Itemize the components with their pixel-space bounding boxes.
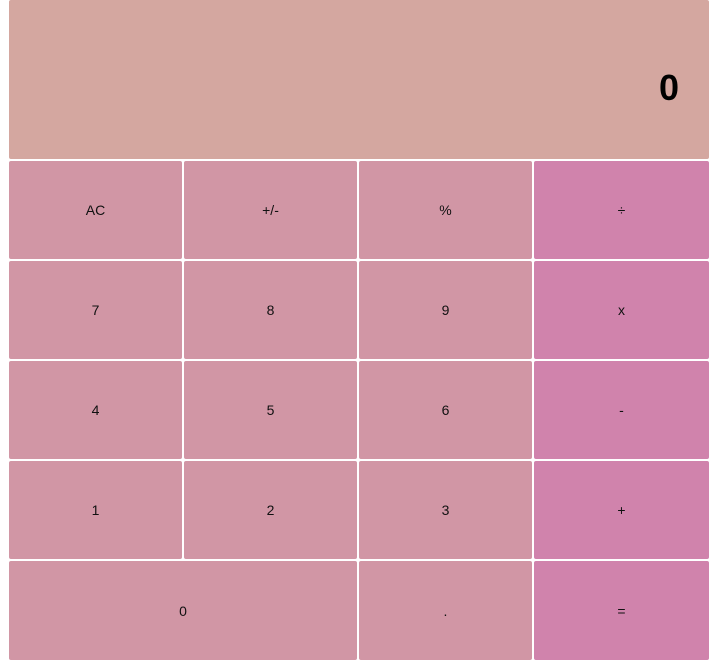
add-button[interactable]: + <box>534 461 709 559</box>
digit-6-button[interactable]: 6 <box>359 361 532 459</box>
calculator: 0 AC +/- % ÷ 7 8 9 x 4 5 6 - 1 2 3 + 0 .… <box>9 0 709 660</box>
digit-3-button[interactable]: 3 <box>359 461 532 559</box>
digit-0-button[interactable]: 0 <box>9 561 357 660</box>
percent-button[interactable]: % <box>359 161 532 259</box>
digit-4-button[interactable]: 4 <box>9 361 182 459</box>
digit-8-button[interactable]: 8 <box>184 261 357 359</box>
digit-5-button[interactable]: 5 <box>184 361 357 459</box>
equals-button[interactable]: = <box>534 561 709 660</box>
divide-button[interactable]: ÷ <box>534 161 709 259</box>
multiply-button[interactable]: x <box>534 261 709 359</box>
digit-9-button[interactable]: 9 <box>359 261 532 359</box>
digit-2-button[interactable]: 2 <box>184 461 357 559</box>
subtract-button[interactable]: - <box>534 361 709 459</box>
digit-1-button[interactable]: 1 <box>9 461 182 559</box>
display-value: 0 <box>658 67 679 108</box>
keypad: AC +/- % ÷ 7 8 9 x 4 5 6 - 1 2 3 + 0 . = <box>9 161 709 660</box>
display-panel: 0 <box>9 0 709 159</box>
clear-button[interactable]: AC <box>9 161 182 259</box>
sign-toggle-button[interactable]: +/- <box>184 161 357 259</box>
decimal-button[interactable]: . <box>359 561 532 660</box>
digit-7-button[interactable]: 7 <box>9 261 182 359</box>
